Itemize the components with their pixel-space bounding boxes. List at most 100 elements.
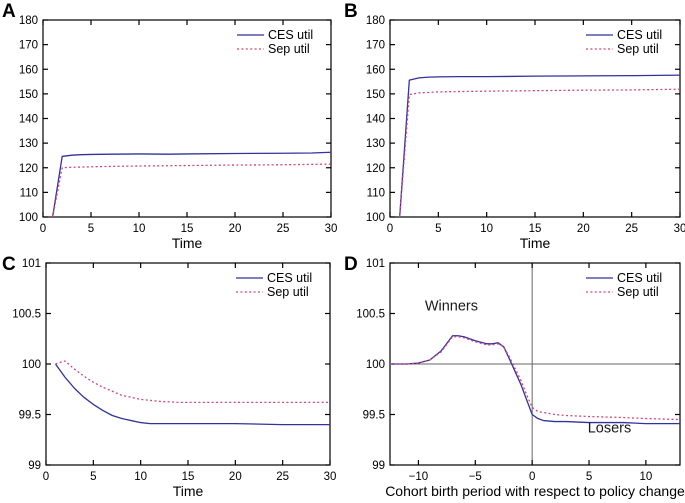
annotation-losers: Losers: [588, 421, 632, 437]
y-tick-label: 120: [19, 163, 38, 175]
x-tick-label: 0: [387, 223, 393, 235]
y-tick-label: 100: [22, 359, 41, 371]
x-axis-label: Time: [172, 235, 203, 250]
y-tick-label: 101: [22, 258, 41, 270]
x-tick-label: 25: [625, 223, 638, 235]
y-tick-label: 180: [366, 15, 385, 27]
x-tick-label: 5: [90, 471, 96, 483]
x-tick-label: 0: [529, 471, 535, 483]
x-tick-label: 15: [529, 223, 542, 235]
y-tick-label: 110: [367, 187, 385, 199]
y-tick-label: 150: [19, 89, 38, 101]
x-tick-label: −10: [409, 471, 429, 483]
x-axis-label: Time: [173, 483, 204, 499]
y-tick-label: 140: [366, 114, 385, 126]
series-line-sep-util: [51, 163, 332, 218]
series-line-ces-util: [390, 335, 680, 425]
x-tick-label: 5: [586, 471, 592, 483]
series-line-sep-util: [390, 336, 681, 421]
x-tick-label: 30: [325, 223, 338, 235]
x-tick-label: 5: [88, 223, 94, 235]
reference-lines: [390, 263, 680, 465]
legend-label: CES util: [617, 28, 662, 42]
series: [390, 335, 681, 425]
panel-c-plot: 0 5 10 15 20 25 30 Time 99 99.5 100 100.5 101 CES uti…: [12, 258, 337, 499]
legend-label: CES util: [617, 271, 662, 285]
y-tick-label: 160: [19, 64, 38, 76]
x-axis-label: Time: [520, 235, 551, 250]
x-tick-label: 25: [276, 471, 289, 483]
panel-label-b: B: [344, 1, 358, 22]
y-tick-label: 130: [19, 138, 38, 150]
x-tick-label: 10: [639, 471, 652, 483]
x-tick-label: 10: [133, 223, 146, 235]
x-axis-label: Cohort birth period with respect to poli…: [385, 483, 685, 499]
x-tick-label: 10: [134, 471, 147, 483]
x-tick-label: 30: [324, 471, 337, 483]
series-line-ces-util: [51, 151, 332, 218]
legend-label: Sep util: [267, 285, 309, 299]
y-tick-label: 100.5: [356, 309, 385, 321]
x-tick-label: −5: [469, 471, 482, 483]
x-tick-label: 30: [674, 223, 685, 235]
series-line-ces-util: [54, 363, 330, 426]
annotations: Winners Losers: [425, 298, 631, 436]
x-tick-label: 10: [480, 223, 493, 235]
x-tick-label: 25: [277, 223, 290, 235]
x-tick-label: 15: [182, 471, 195, 483]
y-tick-label: 100.5: [12, 309, 41, 321]
y-tick-label: 99: [28, 460, 41, 472]
series-line-ces-util: [399, 74, 681, 218]
legend-label: CES util: [267, 271, 312, 285]
y-tick-label: 130: [366, 138, 385, 150]
series: [51, 151, 332, 218]
y-axis: 100 110 120 130 140 150 160 170 180: [366, 15, 680, 224]
series-line-sep-util: [399, 88, 681, 218]
y-tick-label: 100: [366, 359, 385, 371]
y-tick-label: 150: [366, 89, 385, 101]
panel-a-plot: 0 5 10 15 20 25 30 Time 100 110 120 130 140 150 160 170…: [19, 15, 338, 250]
series: [399, 74, 681, 218]
y-axis: 99 99.5 100 100.5 101: [12, 258, 330, 472]
series-line-sep-util: [55, 360, 330, 404]
y-tick-label: 99.5: [19, 410, 41, 422]
x-tick-label: 20: [577, 223, 590, 235]
panel-label-d: D: [344, 254, 358, 275]
y-tick-label: 140: [19, 114, 38, 126]
y-tick-label: 120: [366, 163, 385, 175]
panel-b-plot: 0 5 10 15 20 25 30 Time 100 110 120 130 140 150 160 170…: [366, 15, 685, 250]
legend-label: CES util: [268, 28, 313, 42]
x-tick-label: 20: [229, 471, 242, 483]
x-tick-label: 5: [435, 223, 441, 235]
y-axis: 100 110 120 130 140 150 160 170 180: [19, 15, 331, 224]
panel-label-c: C: [2, 254, 16, 275]
y-tick-label: 110: [20, 187, 38, 199]
legend-label: Sep util: [617, 42, 659, 56]
x-tick-label: 0: [43, 471, 49, 483]
legend-label: Sep util: [617, 285, 659, 299]
y-tick-label: 101: [366, 258, 385, 270]
x-axis: 0 5 10 15 20 25 30 Time: [387, 20, 685, 250]
x-axis: 0 5 10 15 20 25 30 Time: [43, 263, 337, 499]
panel-label-a: A: [2, 1, 16, 22]
series: [54, 360, 330, 426]
y-tick-label: 160: [366, 64, 385, 76]
y-tick-label: 99: [372, 460, 385, 472]
x-tick-label: 15: [181, 223, 194, 235]
x-tick-label: 0: [40, 223, 46, 235]
legend-label: Sep util: [268, 42, 310, 56]
y-tick-label: 100: [19, 212, 38, 224]
annotation-winners: Winners: [425, 298, 478, 314]
x-tick-label: 20: [229, 223, 242, 235]
x-axis: 0 5 10 15 20 25 30 Time: [40, 20, 338, 250]
y-axis: 99 99.5 100 100.5 101: [356, 258, 680, 472]
y-tick-label: 180: [19, 15, 38, 27]
y-tick-label: 170: [19, 40, 38, 52]
